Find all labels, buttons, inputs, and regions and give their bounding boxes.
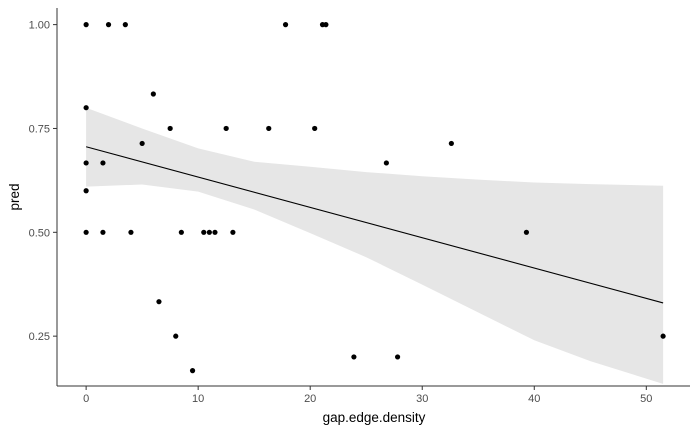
data-point: [394, 354, 401, 360]
data-point: [173, 333, 179, 339]
y-tick-label: 0.50: [29, 227, 50, 239]
data-point: [150, 91, 156, 97]
data-point: [139, 140, 145, 147]
data-point: [83, 160, 89, 166]
data-point: [83, 22, 89, 28]
x-tick-label: 30: [416, 393, 428, 405]
data-point: [383, 160, 389, 166]
data-point: [351, 354, 357, 360]
data-point: [83, 105, 89, 111]
data-points-layer: [83, 22, 666, 374]
data-point: [212, 229, 218, 235]
data-point: [156, 299, 162, 305]
ticks-layer: 0 10 20 30 40 50 0.25 0.50 0.75 1.00: [29, 20, 653, 405]
data-point: [128, 229, 134, 235]
data-point: [122, 22, 128, 28]
x-tick-label: 20: [304, 393, 316, 405]
data-point: [312, 125, 318, 132]
axes-layer: [56, 8, 690, 387]
x-tick-label: 50: [640, 393, 652, 405]
confidence-band-layer: [86, 107, 664, 384]
data-point: [230, 229, 236, 235]
data-point: [448, 140, 454, 147]
y-tick-label: 0.25: [29, 331, 50, 343]
data-point: [282, 22, 289, 28]
confidence-band: [86, 107, 664, 384]
data-point: [178, 229, 184, 235]
data-point: [83, 229, 89, 235]
data-point: [189, 368, 196, 374]
data-point: [100, 160, 106, 166]
data-point: [201, 229, 207, 235]
data-point: [83, 188, 89, 194]
x-axis-title: gap.edge.density: [323, 410, 426, 425]
x-tick-label: 10: [192, 393, 204, 405]
data-point: [323, 22, 329, 28]
data-point: [100, 229, 106, 235]
data-point: [167, 125, 173, 132]
data-point: [223, 125, 229, 132]
data-point: [523, 229, 530, 235]
y-axis-title: pred: [7, 183, 22, 210]
y-tick-label: 1.00: [29, 20, 50, 32]
data-point: [660, 333, 666, 339]
x-tick-label: 0: [83, 393, 89, 405]
data-point: [206, 229, 212, 235]
x-tick-label: 40: [528, 393, 540, 405]
y-tick-label: 0.75: [29, 123, 50, 135]
data-point: [266, 125, 272, 132]
fit-line-layer: [85, 146, 664, 304]
fit-line: [85, 146, 664, 304]
data-point: [105, 22, 112, 28]
